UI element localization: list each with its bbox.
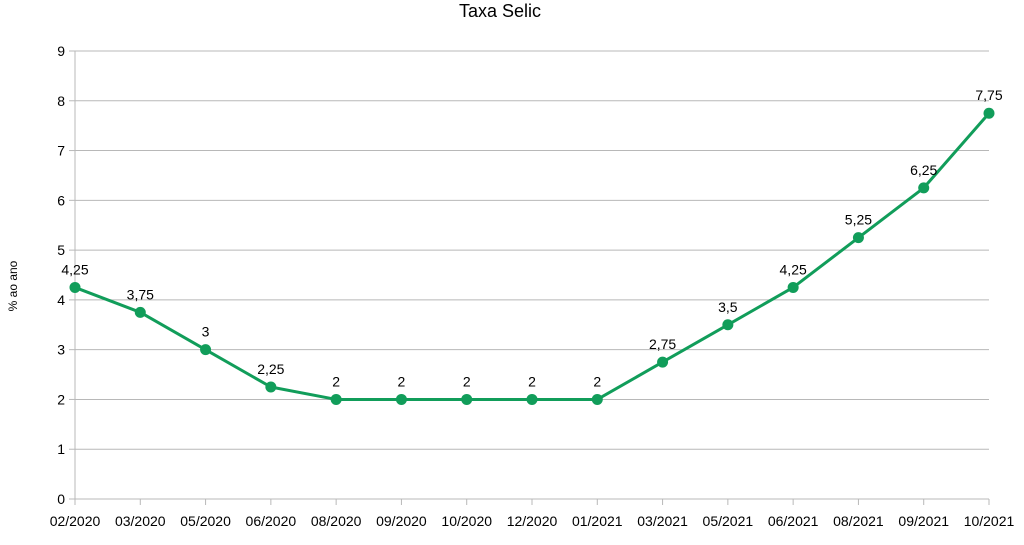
x-tick-label: 06/2021 [768, 513, 819, 529]
x-tick-label: 06/2020 [246, 513, 297, 529]
series-layer [69, 107, 995, 405]
x-tick-label: 10/2020 [441, 513, 492, 529]
y-tick-label: 5 [57, 242, 65, 258]
x-tick-label: 05/2020 [180, 513, 231, 529]
data-label: 2 [463, 373, 471, 389]
data-point [526, 393, 538, 405]
data-label: 3,5 [718, 299, 738, 315]
x-tick-label: 09/2020 [376, 513, 427, 529]
data-point [983, 107, 995, 119]
data-point [330, 393, 342, 405]
data-point [461, 393, 473, 405]
data-point [134, 306, 146, 318]
y-tick-label: 8 [57, 93, 65, 109]
data-point [265, 381, 277, 393]
y-tick-label: 7 [57, 143, 65, 159]
data-label: 7,75 [975, 87, 1002, 103]
x-tick-label: 03/2021 [637, 513, 688, 529]
y-tick-label: 9 [57, 43, 65, 59]
data-point [200, 344, 212, 356]
data-point [657, 356, 669, 368]
y-tick-label: 0 [57, 491, 65, 507]
grid-lines [75, 50, 989, 500]
data-label: 4,25 [780, 261, 807, 277]
data-point [787, 281, 799, 293]
x-tick-label: 01/2021 [572, 513, 623, 529]
data-label: 2 [332, 373, 340, 389]
x-tick-label: 03/2020 [115, 513, 166, 529]
data-point [591, 393, 603, 405]
data-label: 3 [202, 324, 210, 340]
y-tick-label: 6 [57, 192, 65, 208]
x-tick-label: 09/2021 [898, 513, 949, 529]
x-tick-label: 02/2020 [50, 513, 101, 529]
data-label: 4,25 [61, 261, 88, 277]
y-tick-label: 4 [57, 292, 65, 308]
data-label: 6,25 [910, 162, 937, 178]
y-tick-label: 2 [57, 391, 65, 407]
y-tick-label: 3 [57, 342, 65, 358]
data-label: 2 [593, 373, 601, 389]
data-point [852, 232, 864, 244]
axes: 0 1 2 3 4 5 6 7 8 9 02/2020 03/2020 05/2020 06/2020 08… [50, 43, 1015, 529]
data-label: 2 [528, 373, 536, 389]
chart-title: Taxa Selic [459, 1, 541, 21]
data-point [722, 319, 734, 331]
y-tick-label: 1 [57, 441, 65, 457]
data-point [69, 281, 81, 293]
data-label: 3,75 [127, 286, 154, 302]
data-label: 2,25 [257, 361, 284, 377]
x-tick-label: 12/2020 [507, 513, 558, 529]
x-tick-label: 05/2021 [703, 513, 754, 529]
data-label: 2 [398, 373, 406, 389]
data-point [918, 182, 930, 194]
data-point [395, 393, 407, 405]
data-label: 2,75 [649, 336, 676, 352]
x-tick-label: 10/2021 [964, 513, 1015, 529]
data-labels: 4,25 3,75 3 2,25 2 2 2 2 2 2,75 3,5 4,25 5,25 6,25 7,7… [61, 87, 1002, 389]
y-axis-label: % ao ano [6, 260, 20, 311]
x-tick-label: 08/2020 [311, 513, 362, 529]
data-label: 5,25 [845, 212, 872, 228]
x-tick-label: 08/2021 [833, 513, 884, 529]
series-line [73, 111, 991, 401]
